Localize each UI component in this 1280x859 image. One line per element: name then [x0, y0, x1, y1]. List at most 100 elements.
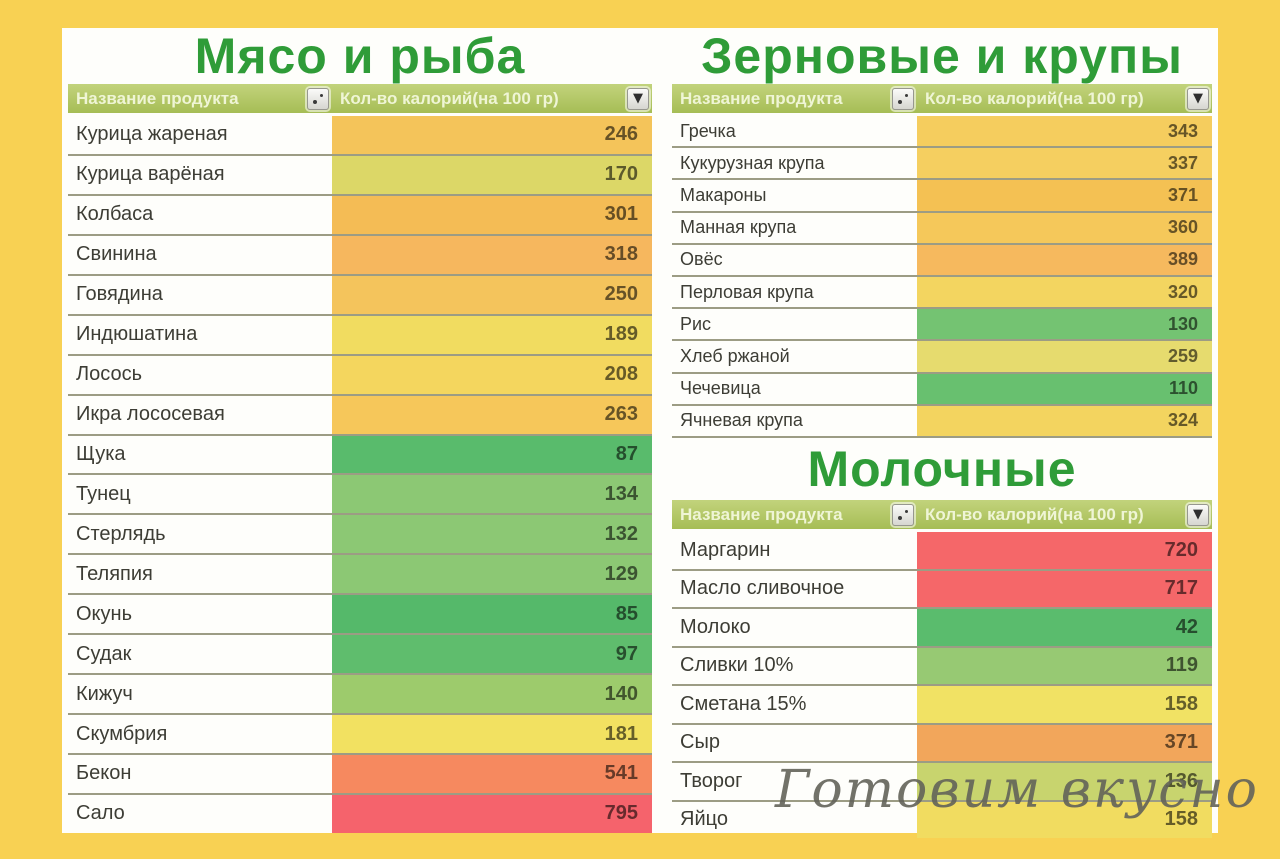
table-row: Бекон 541	[68, 755, 652, 795]
calorie-value: 717	[917, 570, 1212, 607]
calorie-value: 318	[332, 235, 652, 274]
calorie-value: 541	[332, 755, 652, 793]
table-row: Овёс 389	[672, 244, 1212, 278]
calorie-value: 87	[332, 435, 652, 474]
watermark-text: Готовим вкусно	[775, 760, 1259, 820]
calorie-value: 97	[332, 635, 652, 674]
table-row: Колбаса 301	[68, 195, 652, 236]
table-row: Молоко 42	[672, 609, 1212, 648]
table-row: Курица варёная 170	[68, 155, 652, 196]
product-name: Икра лососевая	[76, 403, 225, 426]
calorie-value: 259	[917, 341, 1212, 372]
value-column-header-label: Кол-во калорий(на 100 гр)	[925, 504, 1144, 524]
meat-fish-title: Мясо и рыба	[194, 28, 526, 84]
table-row: Стерлядь 132	[68, 515, 652, 556]
table-row: Гречка 343	[672, 116, 1212, 149]
table-row: Манная крупа 360	[672, 212, 1212, 245]
table-row: Сало 795	[68, 794, 652, 833]
product-name: Перловая крупа	[680, 281, 814, 302]
value-column-header: Кол-во калорий(на 100 гр) ▼	[332, 84, 652, 113]
product-name: Скумбрия	[76, 722, 168, 745]
calorie-value: 158	[917, 686, 1212, 723]
name-column-header-label: Название продукта	[680, 88, 843, 108]
calorie-value: 343	[917, 116, 1212, 147]
table-row: Лосось 208	[68, 355, 652, 396]
product-name: Манная крупа	[680, 217, 797, 238]
calorie-value: 371	[917, 724, 1212, 761]
table-row: Кижуч 140	[68, 675, 652, 716]
calorie-value: 42	[917, 609, 1212, 646]
table-row: Перловая крупа 320	[672, 277, 1212, 310]
product-name: Кукурузная крупа	[680, 152, 825, 173]
dropdown-arrow-button[interactable]: ▼	[1187, 87, 1209, 110]
calorie-value: 389	[917, 244, 1212, 276]
product-name: Ячневая крупа	[680, 410, 803, 431]
calorie-value: 140	[332, 675, 652, 714]
chevron-down-icon: ▼	[1193, 91, 1203, 106]
product-name: Масло сливочное	[680, 577, 845, 600]
calorie-value: 795	[332, 794, 652, 833]
product-name: Курица жареная	[76, 123, 228, 146]
calorie-value: 320	[917, 277, 1212, 308]
calorie-value: 301	[332, 195, 652, 234]
name-column-header-label: Название продукта	[76, 88, 239, 108]
name-column-header: Название продукта	[68, 84, 332, 113]
product-name: Судак	[76, 642, 132, 665]
calorie-value: 134	[332, 475, 652, 514]
name-column-header: Название продукта	[672, 500, 917, 529]
product-name: Яйцо	[680, 808, 728, 831]
calorie-value: 720	[917, 532, 1212, 569]
table-row: Чечевица 110	[672, 373, 1212, 406]
filter-button[interactable]	[892, 87, 914, 110]
calorie-value: 158	[917, 801, 1212, 838]
dropdown-arrow-button[interactable]: ▼	[627, 87, 649, 110]
product-name: Сыр	[680, 731, 720, 754]
calorie-value: 360	[917, 212, 1212, 243]
grains-title: Зерновые и крупы	[701, 28, 1183, 84]
value-column-header-label: Кол-во калорий(на 100 гр)	[925, 88, 1144, 108]
table-header: Название продукта Кол-во калорий(на 100 …	[68, 84, 652, 113]
table-row: Теляпия 129	[68, 555, 652, 596]
table-row: Сливки 10% 119	[672, 647, 1212, 686]
product-name: Овёс	[680, 249, 723, 270]
table-rows: Маргарин 720 Масло сливочное 717 Молоко 42 Сли…	[672, 532, 1212, 838]
product-name: Чечевица	[680, 378, 761, 399]
product-name: Кижуч	[76, 682, 133, 705]
calorie-value: 250	[332, 275, 652, 314]
chevron-down-icon: ▼	[633, 91, 643, 106]
dropdown-arrow-button[interactable]: ▼	[1187, 503, 1209, 526]
table-row: Макароны 371	[672, 180, 1212, 213]
product-name: Маргарин	[680, 538, 771, 561]
filter-button[interactable]	[307, 87, 329, 110]
filter-button[interactable]	[892, 503, 914, 526]
table-row: Курица жареная 246	[68, 116, 652, 156]
product-name: Сливки 10%	[680, 654, 794, 677]
product-name: Сметана 15%	[680, 692, 807, 715]
calorie-value: 110	[917, 373, 1212, 404]
product-name: Хлеб ржаной	[680, 346, 790, 367]
table-row: Рис 130	[672, 309, 1212, 342]
calorie-value: 324	[917, 405, 1212, 437]
product-name: Сало	[76, 802, 125, 825]
table-row: Яйцо 158	[672, 801, 1212, 838]
table-row: Щука 87	[68, 435, 652, 476]
calorie-value: 136	[917, 763, 1212, 800]
table-row: Кукурузная крупа 337	[672, 148, 1212, 181]
product-name: Свинина	[76, 243, 157, 266]
product-name: Говядина	[76, 283, 163, 306]
calorie-value: 208	[332, 355, 652, 394]
table-row: Сметана 15% 158	[672, 686, 1212, 725]
value-column-header: Кол-во калорий(на 100 гр) ▼	[917, 84, 1212, 113]
calorie-value: 170	[332, 155, 652, 194]
table-header: Название продукта Кол-во калорий(на 100 …	[672, 84, 1212, 113]
product-name: Щука	[76, 442, 126, 465]
calorie-value: 181	[332, 715, 652, 753]
product-name: Творог	[680, 769, 743, 792]
product-name: Макароны	[680, 185, 767, 205]
product-name: Индюшатина	[76, 323, 198, 346]
name-column-header: Название продукта	[672, 84, 917, 113]
table-rows: Гречка 343 Кукурузная крупа 337 Макароны 371 М…	[672, 116, 1212, 439]
product-name: Теляпия	[76, 562, 153, 585]
table-row: Окунь 85	[68, 595, 652, 636]
